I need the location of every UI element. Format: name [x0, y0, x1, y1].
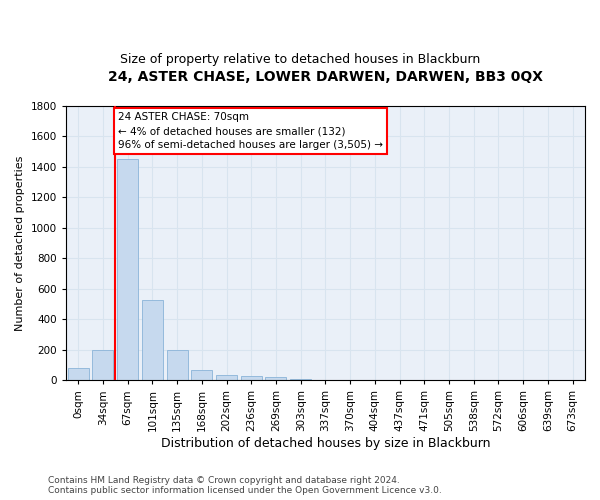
- Y-axis label: Number of detached properties: Number of detached properties: [15, 156, 25, 331]
- Bar: [216, 375, 237, 380]
- Bar: [92, 350, 113, 380]
- Bar: [290, 379, 311, 380]
- Bar: [265, 377, 286, 380]
- Text: 24 ASTER CHASE: 70sqm
← 4% of detached houses are smaller (132)
96% of semi-deta: 24 ASTER CHASE: 70sqm ← 4% of detached h…: [118, 112, 383, 150]
- Text: Size of property relative to detached houses in Blackburn: Size of property relative to detached ho…: [120, 52, 480, 66]
- Bar: [167, 350, 188, 380]
- Title: 24, ASTER CHASE, LOWER DARWEN, DARWEN, BB3 0QX: 24, ASTER CHASE, LOWER DARWEN, DARWEN, B…: [108, 70, 543, 84]
- X-axis label: Distribution of detached houses by size in Blackburn: Distribution of detached houses by size …: [161, 437, 490, 450]
- Bar: [117, 160, 138, 380]
- Bar: [68, 368, 89, 380]
- Bar: [241, 376, 262, 380]
- Text: Contains HM Land Registry data © Crown copyright and database right 2024.
Contai: Contains HM Land Registry data © Crown c…: [48, 476, 442, 495]
- Bar: [142, 300, 163, 380]
- Bar: [191, 370, 212, 380]
